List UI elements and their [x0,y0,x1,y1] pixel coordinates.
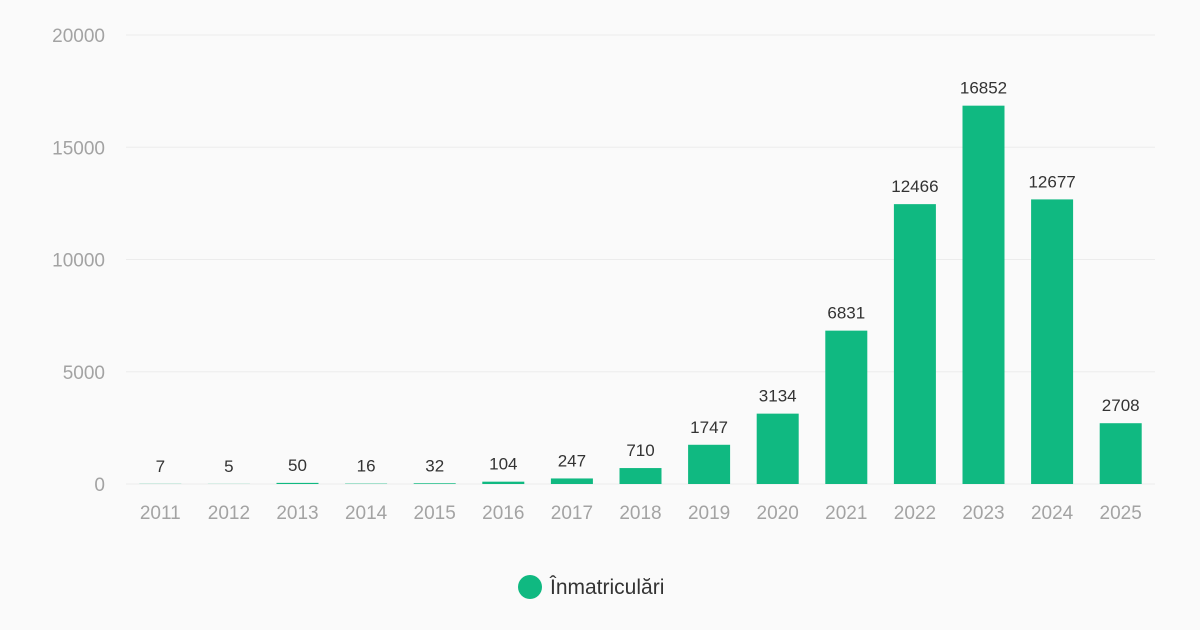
bar-2023[interactable] [962,105,1005,484]
x-tick-label-2019: 2019 [688,503,730,524]
data-label-2012: 5 [224,457,233,476]
x-tick-label-2012: 2012 [208,503,250,524]
bar-2022[interactable] [893,204,936,484]
legend[interactable]: Înmatriculări [518,575,664,599]
x-tick-label-2023: 2023 [962,503,1004,524]
data-label-2017: 247 [558,451,586,470]
bar-2016[interactable] [482,481,525,484]
y-tick-label-20000: 20000 [52,26,105,47]
data-label-2025: 2708 [1102,396,1140,415]
x-tick-label-2025: 2025 [1100,503,1142,524]
y-tick-label-0: 0 [94,475,105,496]
bar-2025[interactable] [1099,423,1142,484]
bars [139,105,1142,484]
legend-swatch-inmatriculari [518,575,542,599]
x-tick-label-2024: 2024 [1031,503,1074,524]
data-label-2019: 1747 [690,418,728,437]
x-tick-label-2022: 2022 [894,503,936,524]
x-axis-ticks: 2011 2012 2013 2014 2015 2016 2017 2018 2019 2020… [140,503,1142,524]
bar-2013[interactable] [276,482,319,484]
data-label-2021: 6831 [827,304,865,323]
data-label-2014: 16 [357,457,376,476]
bar-2024[interactable] [1031,199,1074,484]
bar-2020[interactable] [756,413,799,484]
x-tick-label-2016: 2016 [482,503,524,524]
bar-2018[interactable] [619,468,662,484]
y-axis-ticks: 0 5000 10000 15000 20000 [52,26,105,496]
data-label-2020: 3134 [759,387,797,406]
x-tick-label-2011: 2011 [140,503,181,524]
bar-2021[interactable] [825,330,868,484]
x-tick-label-2018: 2018 [619,503,661,524]
data-label-2022: 12466 [891,177,938,196]
y-tick-label-5000: 5000 [63,363,105,384]
data-label-2018: 710 [626,441,654,460]
bar-2017[interactable] [550,478,593,484]
data-label-2013: 50 [288,456,307,475]
data-label-2015: 32 [425,456,444,475]
x-tick-label-2015: 2015 [414,503,456,524]
x-tick-label-2020: 2020 [757,503,799,524]
data-label-2016: 104 [489,455,517,474]
x-tick-label-2014: 2014 [345,503,388,524]
data-label-2023: 16852 [960,79,1007,98]
data-labels: 7 5 50 16 32 104 247 710 1747 3134 6831 12466 16852 1… [156,79,1140,476]
x-tick-label-2021: 2021 [825,503,867,524]
x-tick-label-2017: 2017 [551,503,593,524]
y-tick-label-10000: 10000 [52,251,105,272]
data-label-2024: 12677 [1028,172,1075,191]
legend-label-inmatriculari: Înmatriculări [549,576,664,599]
bar-2019[interactable] [688,444,731,484]
data-label-2011: 7 [156,457,165,476]
x-tick-label-2013: 2013 [276,503,318,524]
y-tick-label-15000: 15000 [52,138,105,159]
bar-2015[interactable] [413,483,456,484]
